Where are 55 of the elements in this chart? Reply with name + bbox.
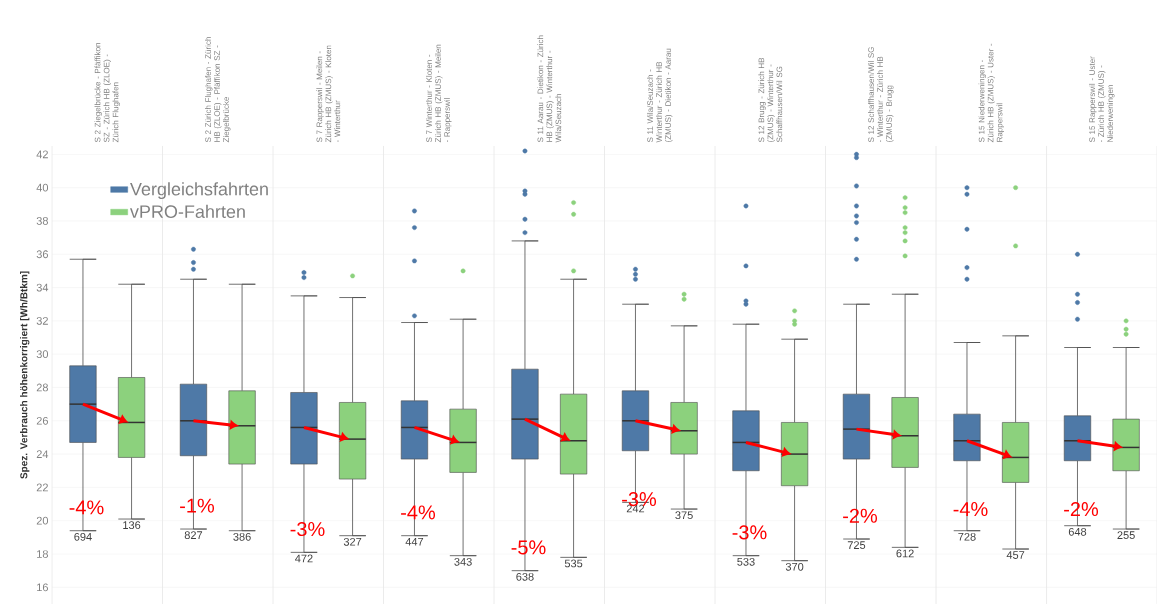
annotation: 472	[295, 554, 313, 563]
annotation: -4%	[401, 505, 436, 520]
x-tick-label: S 12 Brugg - Zürich HB (ZMUS) - Winterthur - Schaffhausen/Wil SG	[758, 57, 783, 143]
annotation: -3%	[732, 525, 767, 540]
annotation: -5%	[511, 540, 546, 555]
annotation: -4%	[69, 500, 104, 515]
annotation: 457	[1006, 551, 1025, 559]
annotation: -4%	[953, 502, 988, 517]
y-tick-label: 26	[36, 416, 48, 425]
x-tick-label: S 11 Aarau - Dietikon - Zürich HB (ZMUS) - Winterthur - Wila/Seuzach	[537, 35, 562, 143]
y-tick-label: 38	[36, 217, 48, 225]
x-tick-label: S 2 Zürich Flughafen - Zürich HB (ZLOE) - Pfäffikon SZ - Ziegelbrücke	[205, 37, 231, 143]
y-tick-label: 22	[36, 483, 48, 492]
x-tick-label: S 11 Wila/Seuzach - Winterthur - Zürich HB (ZMUS) - Dietikon - Aarau	[647, 48, 673, 143]
legend-label: vPRO-Fahrten	[130, 204, 245, 219]
annotation: 447	[405, 537, 424, 546]
y-tick-label: 40	[36, 183, 49, 192]
annotation: 386	[233, 532, 251, 541]
annotation: 535	[564, 559, 583, 568]
y-tick-label: 30	[36, 350, 49, 359]
annotation: 533	[737, 557, 755, 566]
annotation: -3%	[290, 521, 325, 537]
annotation: -2%	[1064, 502, 1099, 517]
annotation: -1%	[180, 498, 215, 513]
annotation: 370	[785, 562, 804, 571]
annotation: 638	[516, 572, 534, 581]
y-tick-label: 20	[36, 516, 49, 525]
x-tick-label: S 15 Rapperswil - Uster - Zürich HB (ZMUS) - Niederweningen	[1089, 56, 1115, 143]
annotation: 612	[896, 549, 914, 558]
annotation: 827	[184, 531, 203, 540]
annotation: 343	[454, 557, 472, 566]
x-tick-label: S 12 Schaffhausen/Wil SG - Winterthur - Zürich HB (ZMUS) - Brugg	[868, 47, 894, 143]
x-tick-label: S 7 Rapperswil - Meilen - Zürich HB (ZMUS) - Kloten - Winterthur	[316, 45, 341, 143]
y-tick-label: 28	[36, 383, 48, 392]
annotation: 725	[847, 541, 866, 550]
annotation: -2%	[843, 508, 878, 523]
x-tick-label: S 2 Ziegelbrücke - Pfäffikon SZ - Zürich HB (ZLOE) - Zürich Flughafen	[94, 43, 120, 143]
y-tick-label: 32	[36, 316, 48, 325]
y-axis-title: Spez. Verbrauch höhenkorrigiert [Wh/Btkm]	[20, 271, 30, 479]
y-tick-label: 36	[36, 250, 48, 259]
annotation: 327	[343, 537, 362, 546]
annotation: 728	[958, 532, 976, 541]
y-tick-label: 24	[36, 450, 49, 458]
y-tick-label: 34	[36, 283, 49, 292]
annotation: 255	[1117, 531, 1135, 540]
legend-label: Vergleichsfahrten	[130, 182, 268, 200]
x-tick-label: S 15 Niederweningen - Zürich HB (ZMUS) - Uster - Rapperswil	[978, 43, 1005, 143]
annotation: 694	[74, 532, 92, 541]
y-tick-label: 18	[37, 550, 48, 558]
annotation: 375	[675, 511, 693, 520]
annotation: 136	[123, 521, 141, 530]
annotation: 648	[1068, 527, 1087, 536]
y-tick-label: 42	[36, 150, 48, 159]
x-tick-label: S 7 Winterthur - Kloten - Zürich HB (ZMUS) - Meilen - Rapperswil	[426, 44, 452, 143]
y-tick-label: 16	[37, 583, 48, 592]
